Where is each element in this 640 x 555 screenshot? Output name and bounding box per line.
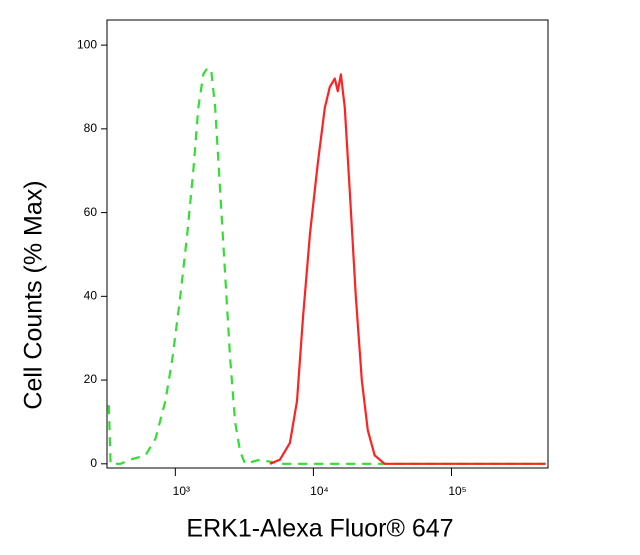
y-tick-label: 0	[90, 456, 97, 470]
x-tick-label: 10⁵	[448, 484, 466, 498]
x-axis-title: ERK1-Alexa Fluor® 647	[186, 515, 453, 543]
x-tick-label: 10⁴	[310, 484, 329, 498]
x-tick-label: 10³	[173, 484, 190, 498]
y-tick-label: 80	[84, 121, 98, 135]
y-axis-title: Cell Counts (% Max)	[20, 180, 48, 409]
y-tick-label: 100	[77, 37, 97, 51]
y-tick-label: 20	[84, 372, 98, 386]
plot-frame	[106, 19, 549, 469]
series-line	[269, 73, 546, 465]
series-line	[107, 67, 546, 465]
y-tick-label: 40	[84, 289, 98, 303]
y-tick-label: 60	[84, 205, 98, 219]
